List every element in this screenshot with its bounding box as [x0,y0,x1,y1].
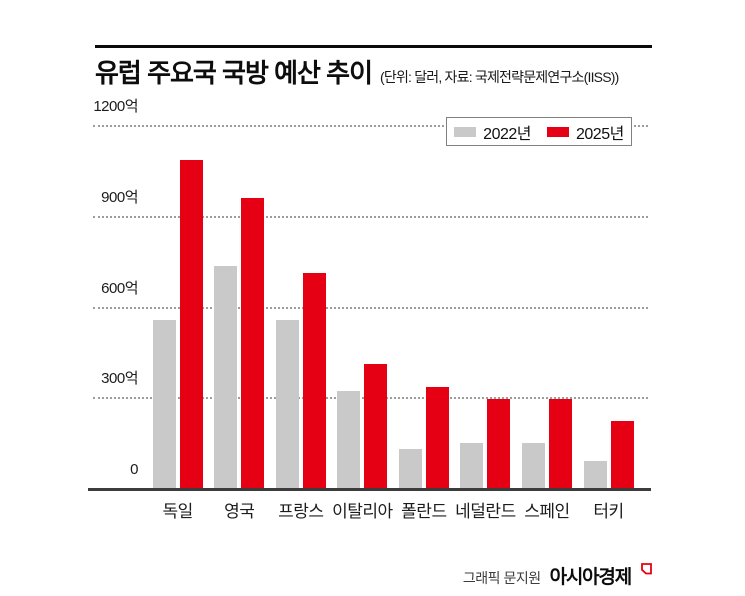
bar-uk-2022 [214,265,238,488]
x-axis-label-turkey: 터키 [593,502,624,521]
chart-legend: 2022년 2025년 [446,117,632,146]
chart-subtitle: (단위: 달러, 자료: 국제전략문제연구소(IISS)) [380,69,619,85]
bar-turkey-2022 [583,460,607,488]
gridline-1200 [93,125,648,127]
bar-germany-2025 [179,159,203,488]
header-rule [95,45,652,48]
asiae-logo-mark-icon [641,562,652,580]
bar-france-2022 [275,320,299,488]
bar-poland-2025 [425,386,449,488]
gridline-600 [93,306,648,309]
bar-turkey-2025 [610,421,634,488]
x-axis-label-italy: 이탈리아 [332,502,393,521]
bar-italy-2022 [337,391,361,488]
x-axis-label-france: 프랑스 [278,502,324,521]
footer-credit: 그래픽 문지원 아시아경제 [463,562,652,589]
x-axis-label-poland: 폴란드 [401,502,447,521]
legend-swatch-2022 [454,126,477,137]
brand-logo-text: 아시아경제 [549,567,633,588]
legend-item-2022: 2022년 [454,120,531,144]
x-axis-label-spain: 스페인 [524,502,570,521]
y-axis-label-0: 0 [130,461,138,478]
gridline-900 [93,215,648,218]
bar-netherlands-2025 [487,398,511,488]
x-axis-line [88,488,651,491]
bar-spain-2025 [549,398,572,488]
legend-label: 2022년 [483,125,531,143]
legend-item-2025: 2025년 [547,120,624,144]
bar-netherlands-2022 [460,442,484,488]
bar-spain-2022 [522,442,545,488]
y-axis-label-300: 300억 [101,370,138,388]
chart-title: 유럽 주요국 국방 예산 추이 [95,58,373,88]
bar-poland-2022 [398,448,422,488]
y-axis-label-1200: 1200억 [93,98,138,115]
x-axis-label-germany: 독일 [162,502,194,521]
bar-italy-2025 [364,363,388,488]
credit-text: 그래픽 문지원 [462,570,541,586]
bar-france-2025 [302,273,326,488]
y-axis-label-900: 900억 [101,188,138,206]
bar-germany-2022 [152,320,176,488]
chart-header: 유럽 주요국 국방 예산 추이 (단위: 달러, 자료: 국제전략문제연구소(I… [95,53,655,90]
x-axis-label-uk: 영국 [224,502,255,521]
x-axis-label-netherlands: 네덜란드 [455,502,516,521]
legend-swatch-2025 [547,126,569,137]
bar-uk-2025 [241,197,265,488]
legend-label: 2025년 [576,125,624,143]
y-axis-label-600: 600억 [101,279,138,297]
